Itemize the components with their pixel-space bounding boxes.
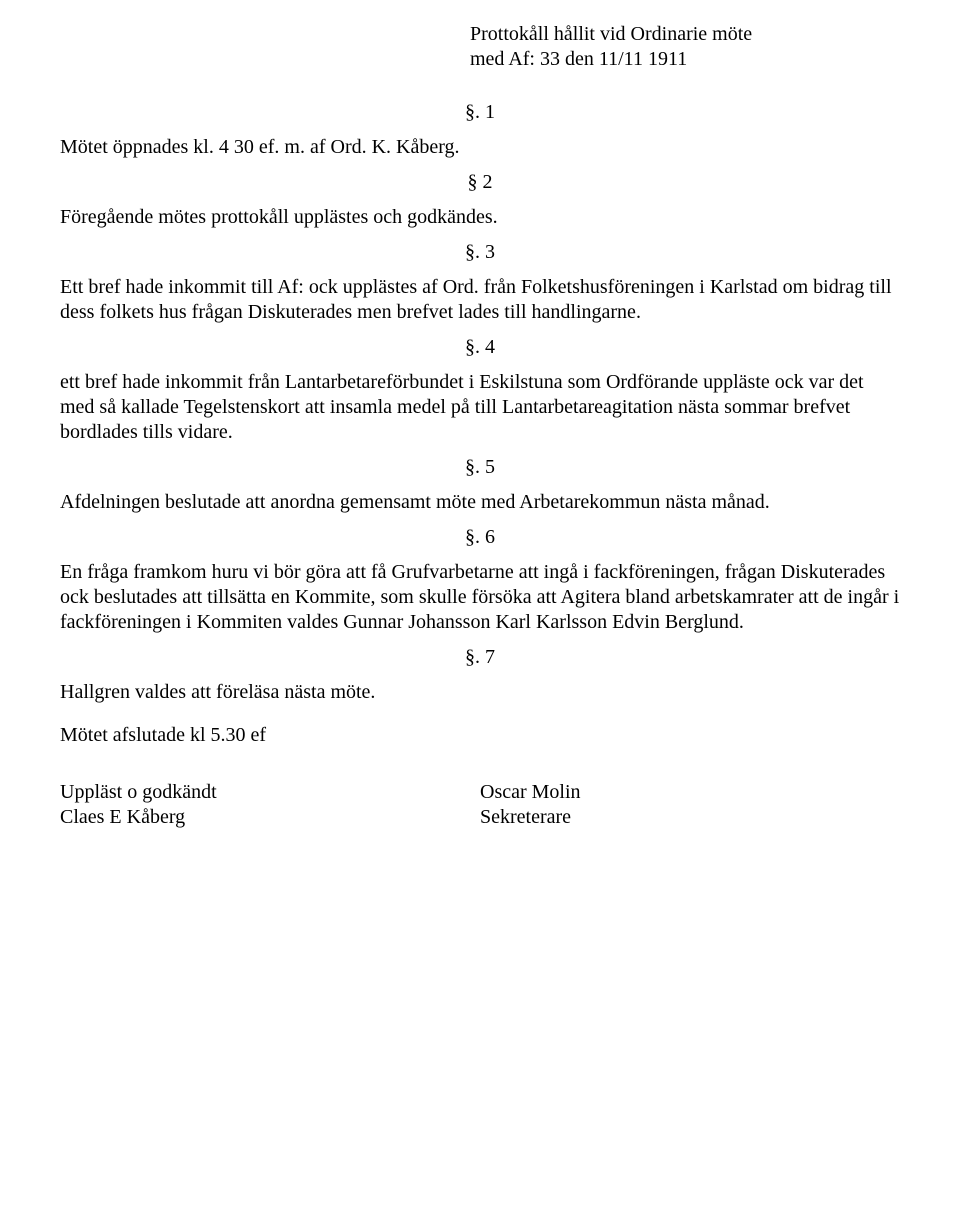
document-page: Prottokåll hållit vid Ordinarie möte med… xyxy=(0,0,960,870)
signature-right: Oscar Molin Sekreterare xyxy=(480,780,900,830)
header-line-1: Prottokåll hållit vid Ordinarie möte xyxy=(470,22,900,47)
signature-right-line-1: Oscar Molin xyxy=(480,780,900,805)
closing-text: Mötet afslutade kl 5.30 ef xyxy=(60,723,900,748)
signature-left: Uppläst o godkändt Claes E Kåberg xyxy=(60,780,480,830)
signature-right-line-2: Sekreterare xyxy=(480,805,900,830)
section-1-text: Mötet öppnades kl. 4 30 ef. m. af Ord. K… xyxy=(60,135,900,160)
section-4-number: §. 4 xyxy=(60,335,900,360)
section-4-text: ett bref hade inkommit från Lantarbetare… xyxy=(60,370,900,445)
section-5-text: Afdelningen beslutade att anordna gemens… xyxy=(60,490,900,515)
document-header: Prottokåll hållit vid Ordinarie möte med… xyxy=(470,22,900,72)
signature-left-line-2: Claes E Kåberg xyxy=(60,805,480,830)
section-6-text: En fråga framkom huru vi bör göra att få… xyxy=(60,560,900,635)
section-7-number: §. 7 xyxy=(60,645,900,670)
section-3-number: §. 3 xyxy=(60,240,900,265)
section-2-number: § 2 xyxy=(60,170,900,195)
section-7-text: Hallgren valdes att föreläsa nästa möte. xyxy=(60,680,900,705)
signature-row: Uppläst o godkändt Claes E Kåberg Oscar … xyxy=(60,780,900,830)
section-2-text: Föregående mötes prottokåll upplästes oc… xyxy=(60,205,900,230)
signature-left-line-1: Uppläst o godkändt xyxy=(60,780,480,805)
header-line-2: med Af: 33 den 11/11 1911 xyxy=(470,47,900,72)
section-6-number: §. 6 xyxy=(60,525,900,550)
section-1-number: §. 1 xyxy=(60,100,900,125)
section-3-text: Ett bref hade inkommit till Af: ock uppl… xyxy=(60,275,900,325)
section-5-number: §. 5 xyxy=(60,455,900,480)
